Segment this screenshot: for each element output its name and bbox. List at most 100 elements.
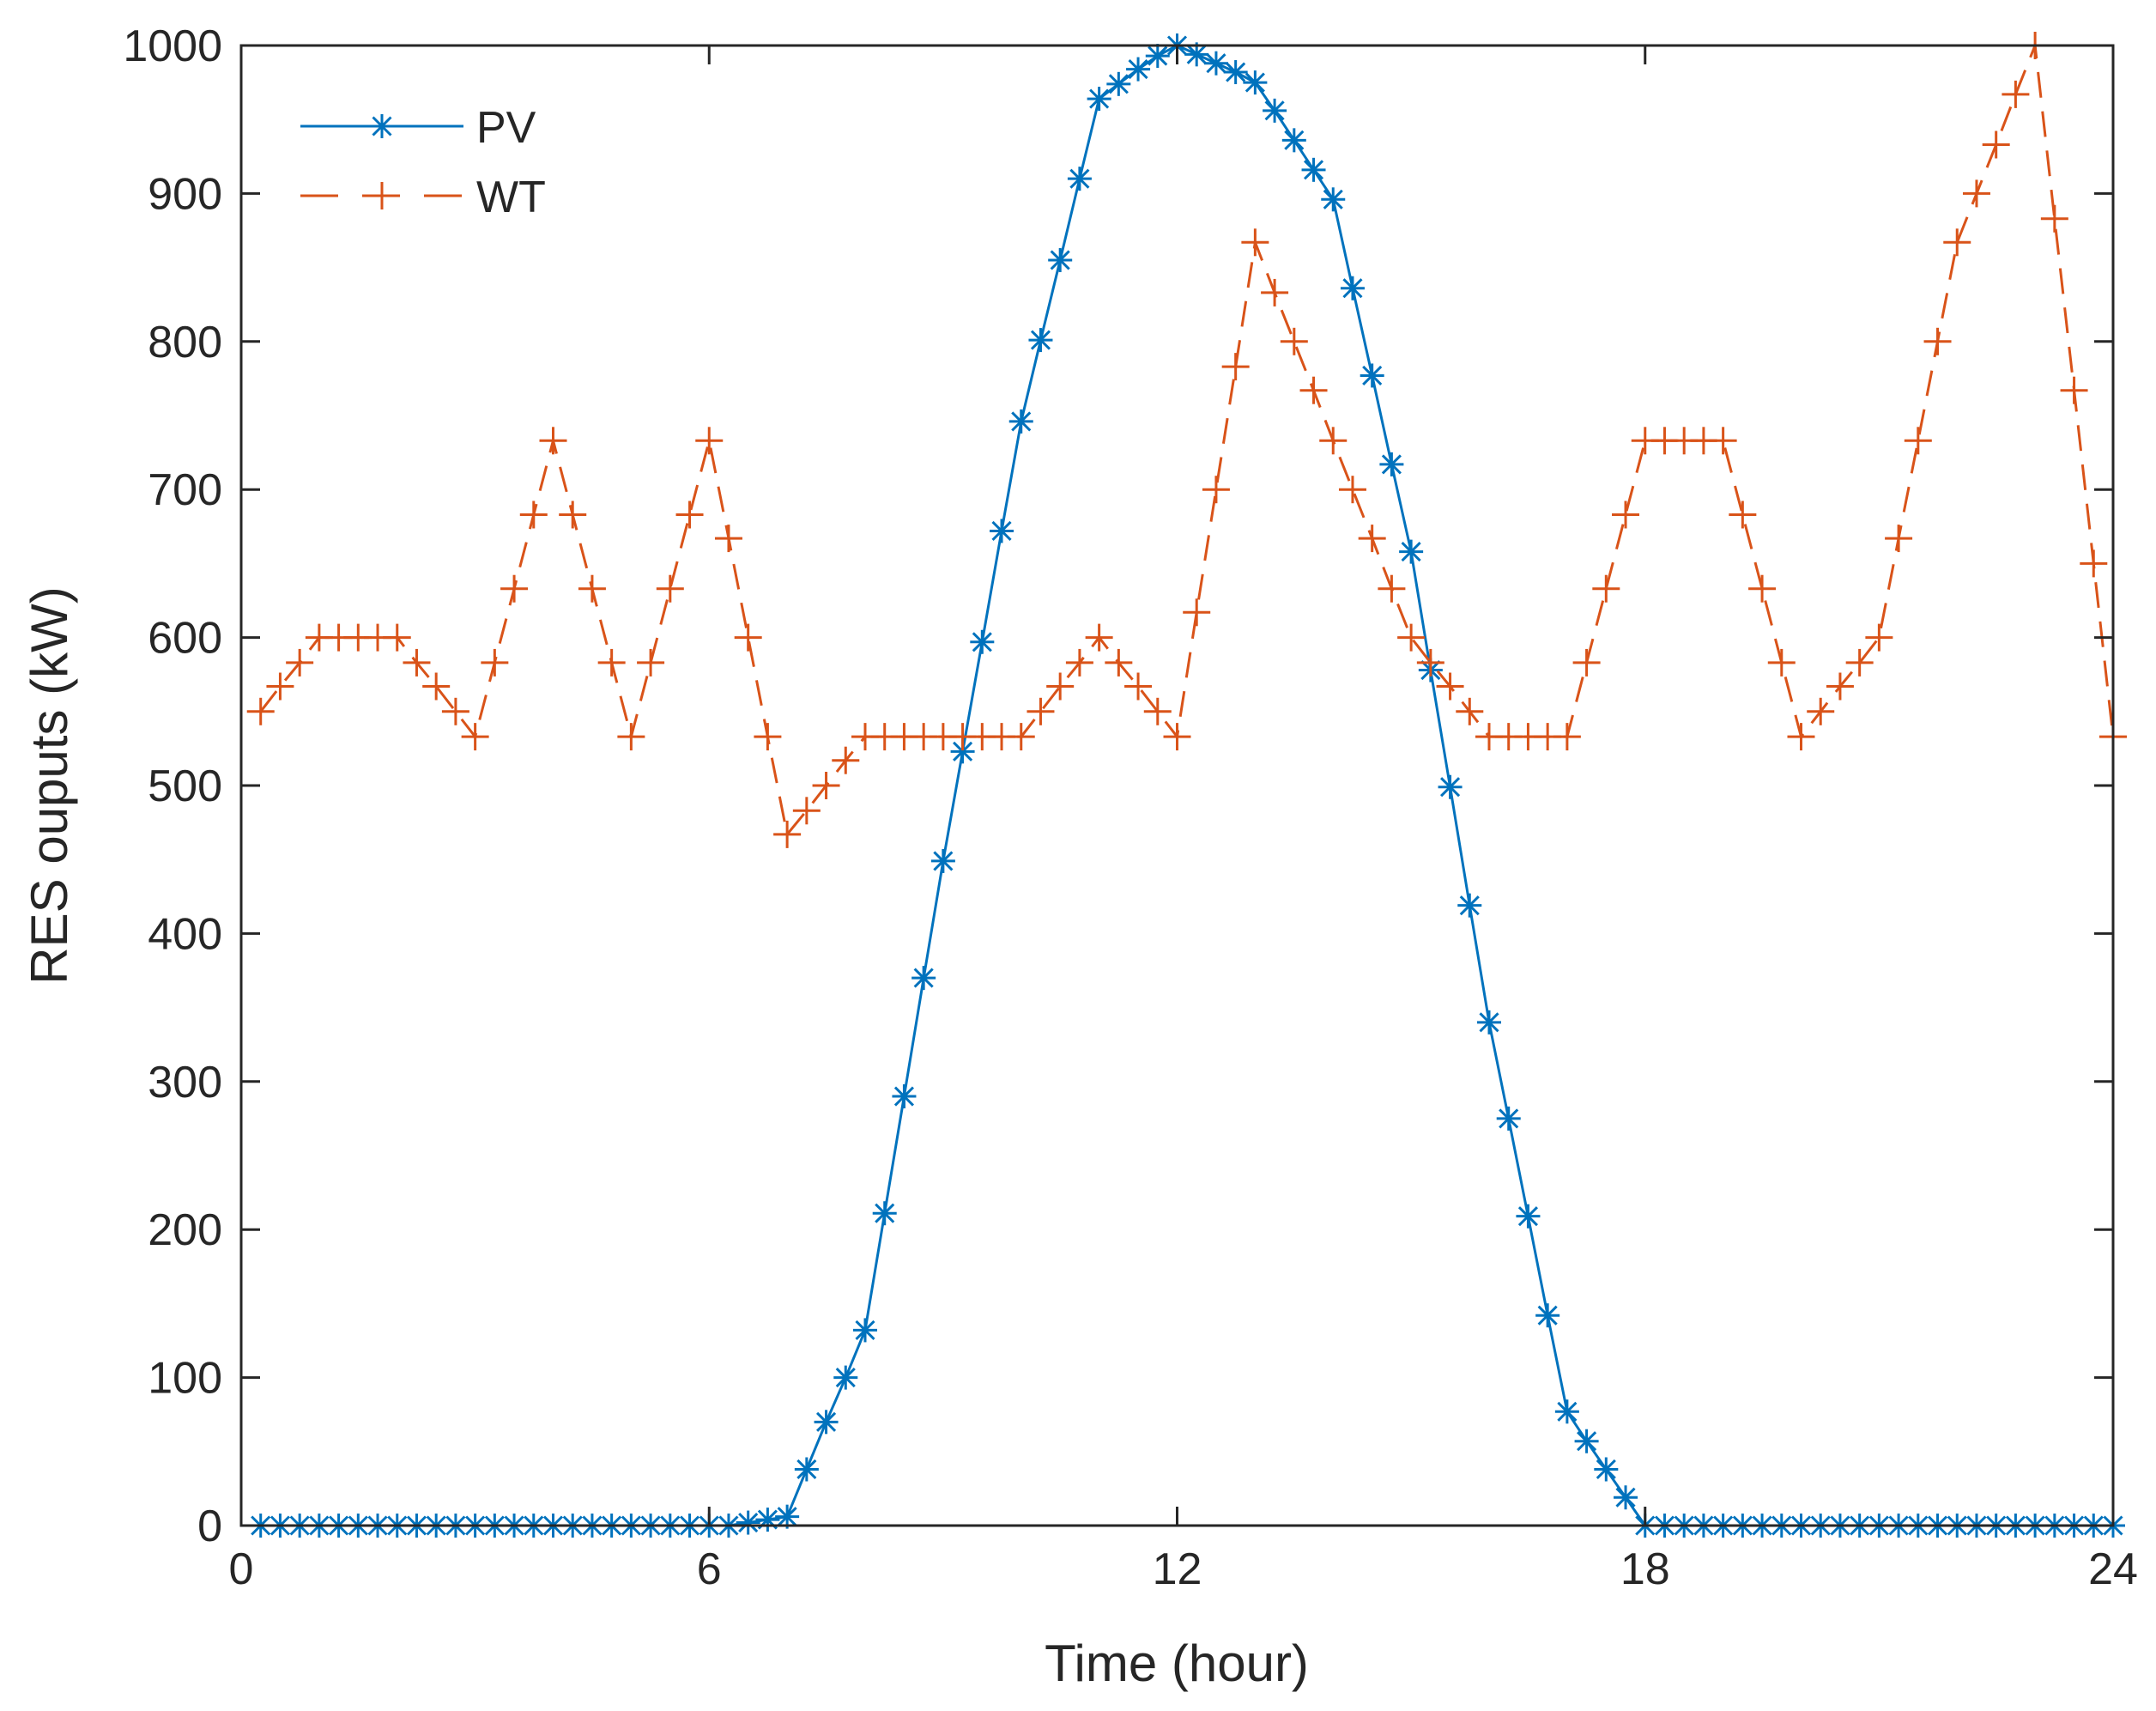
data-point-wt bbox=[1202, 476, 1230, 504]
data-point-pv bbox=[1477, 1010, 1501, 1034]
marker-stroke bbox=[1323, 189, 1343, 209]
marker-stroke bbox=[1381, 454, 1402, 475]
marker-stroke bbox=[1499, 1108, 1519, 1129]
data-point-pv bbox=[911, 966, 936, 991]
data-point-wt bbox=[1221, 353, 1250, 381]
data-point-wt bbox=[1885, 525, 1913, 553]
data-point-wt bbox=[1241, 228, 1269, 257]
data-point-wt bbox=[286, 648, 314, 677]
data-point-pv bbox=[755, 1508, 780, 1532]
data-point-pv bbox=[872, 1201, 897, 1226]
marker-stroke bbox=[1557, 1401, 1578, 1422]
data-point-wt bbox=[1904, 427, 1932, 455]
data-point-wt bbox=[1807, 697, 1835, 725]
data-point-wt bbox=[1338, 476, 1366, 504]
data-point-wt bbox=[1280, 327, 1308, 355]
y-tick-label: 800 bbox=[148, 318, 222, 367]
data-point-wt bbox=[597, 648, 626, 677]
data-point-wt bbox=[1299, 376, 1328, 404]
marker-stroke bbox=[1108, 74, 1129, 94]
data-point-wt bbox=[1456, 697, 1484, 725]
data-point-pv bbox=[1048, 247, 1073, 272]
marker-stroke bbox=[1050, 250, 1070, 270]
marker-stroke bbox=[1245, 72, 1265, 93]
marker-stroke bbox=[1148, 46, 1168, 66]
x-tick-label: 24 bbox=[2088, 1544, 2138, 1594]
data-point-wt bbox=[1962, 179, 1990, 208]
y-tick-label: 500 bbox=[148, 761, 222, 811]
data-point-pv bbox=[1028, 328, 1053, 353]
legend-label-pv: PV bbox=[476, 103, 536, 153]
data-point-wt bbox=[383, 623, 411, 652]
data-point-pv bbox=[794, 1457, 819, 1482]
marker-stroke bbox=[1186, 44, 1207, 64]
marker-stroke bbox=[816, 1411, 837, 1432]
marker-stroke bbox=[1069, 168, 1090, 189]
data-point-pv bbox=[1243, 70, 1268, 95]
data-point-wt bbox=[1397, 623, 1426, 652]
data-point-wt bbox=[1027, 697, 1055, 725]
data-point-wt bbox=[1378, 574, 1406, 603]
data-point-wt bbox=[441, 697, 469, 725]
data-point-wt bbox=[1143, 697, 1172, 725]
y-tick-label: 600 bbox=[148, 614, 222, 664]
data-point-wt bbox=[1358, 525, 1386, 553]
data-point-pv bbox=[1535, 1303, 1560, 1328]
data-point-wt bbox=[1787, 723, 1815, 751]
data-point-wt bbox=[656, 574, 684, 603]
marker-stroke bbox=[893, 1086, 914, 1107]
legend-item-pv: PV bbox=[300, 103, 536, 153]
y-tick-label: 900 bbox=[148, 169, 222, 219]
data-point-wt bbox=[2040, 204, 2068, 233]
data-point-pv bbox=[1594, 1457, 1619, 1482]
marker-stroke bbox=[1577, 1431, 1597, 1452]
data-point-wt bbox=[1183, 598, 1211, 627]
data-point-wt bbox=[1319, 427, 1348, 455]
legend-label-wt: WT bbox=[476, 173, 546, 222]
data-point-pv bbox=[1067, 167, 1092, 191]
y-tick-label: 100 bbox=[148, 1354, 222, 1404]
data-point-wt bbox=[1436, 672, 1464, 701]
marker-stroke bbox=[1459, 895, 1480, 916]
data-point-wt bbox=[695, 427, 724, 455]
data-point-wt bbox=[1982, 130, 2010, 159]
marker-stroke bbox=[1284, 130, 1305, 150]
data-point-wt bbox=[1826, 672, 1854, 701]
data-point-wt bbox=[519, 501, 548, 529]
marker-stroke bbox=[1342, 278, 1363, 299]
marker-stroke bbox=[1479, 1012, 1499, 1033]
data-point-wt bbox=[773, 820, 802, 848]
y-tick-label: 200 bbox=[148, 1205, 222, 1255]
marker-stroke bbox=[1206, 53, 1226, 74]
data-point-wt bbox=[578, 574, 606, 603]
legend-marker-pv bbox=[370, 114, 394, 138]
data-point-wt bbox=[812, 772, 840, 799]
x-tick-label: 12 bbox=[1153, 1544, 1202, 1594]
data-point-pv bbox=[1574, 1429, 1599, 1453]
marker-stroke bbox=[933, 851, 954, 871]
marker-stroke bbox=[372, 116, 392, 137]
data-point-wt bbox=[1709, 427, 1737, 455]
data-point-pv bbox=[1203, 51, 1228, 76]
data-point-wt bbox=[1124, 672, 1153, 701]
data-point-wt bbox=[1065, 648, 1093, 677]
data-point-wt bbox=[792, 797, 821, 825]
data-point-pv bbox=[1223, 60, 1248, 85]
data-point-pv bbox=[990, 519, 1014, 543]
marker-stroke bbox=[1362, 365, 1383, 386]
data-point-wt bbox=[832, 746, 860, 774]
data-point-wt bbox=[1612, 501, 1640, 529]
legend: PV WT bbox=[300, 103, 546, 222]
data-point-pv bbox=[1438, 774, 1463, 799]
data-point-wt bbox=[559, 501, 587, 529]
data-point-pv bbox=[1126, 57, 1151, 82]
data-point-pv bbox=[853, 1318, 877, 1343]
data-point-pv bbox=[1554, 1399, 1579, 1424]
marker-stroke bbox=[953, 741, 973, 761]
series-line-wt bbox=[259, 44, 2115, 836]
data-point-wt bbox=[675, 501, 704, 529]
marker-stroke bbox=[1030, 330, 1051, 350]
y-tick-label: 0 bbox=[197, 1502, 222, 1551]
